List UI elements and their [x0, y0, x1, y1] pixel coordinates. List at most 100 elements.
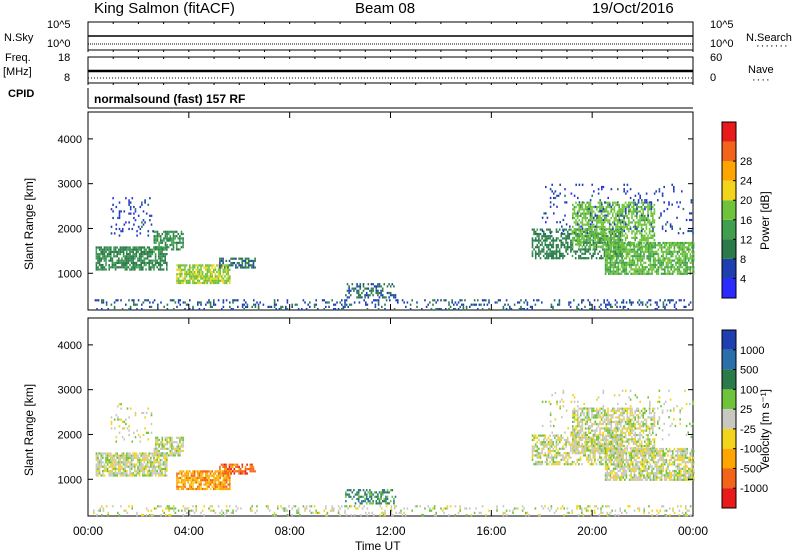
heatmap-cell — [584, 203, 587, 206]
heatmap-cell — [604, 239, 606, 242]
heatmap-cell — [151, 454, 154, 457]
heatmap-cell — [552, 463, 555, 466]
heatmap-cell — [219, 465, 221, 468]
heatmap-cell — [129, 465, 131, 468]
heatmap-cell — [158, 241, 160, 244]
heatmap-cell — [145, 411, 148, 415]
heatmap-cell — [454, 514, 457, 517]
heatmap-cell — [164, 456, 166, 459]
heatmap-cell — [544, 252, 547, 255]
heatmap-cell — [549, 438, 551, 442]
heatmap-cell — [454, 301, 457, 304]
heatmap-cell — [633, 259, 636, 262]
heatmap-cell — [689, 255, 692, 258]
heatmap-cell — [465, 308, 468, 311]
heatmap-cell — [582, 243, 585, 247]
heatmap-cell — [171, 507, 173, 510]
heatmap-cell — [142, 459, 144, 462]
heatmap-cell — [565, 201, 568, 204]
heatmap-cell — [378, 296, 381, 299]
heatmap-cell — [680, 252, 682, 256]
heatmap-cell — [129, 212, 132, 215]
heatmap-cell — [614, 514, 617, 517]
heatmap-cell — [546, 237, 548, 240]
heatmap-cell — [221, 485, 223, 488]
heatmap-cell — [639, 210, 641, 213]
heatmap-cell — [179, 237, 181, 240]
heatmap-cell — [605, 305, 607, 308]
heatmap-cell — [632, 206, 635, 209]
heatmap-cell — [662, 246, 664, 249]
heatmap-cell — [200, 277, 202, 280]
heatmap-cell — [670, 272, 672, 275]
heatmap-cell — [560, 241, 563, 244]
heatmap-cell — [359, 285, 362, 288]
heatmap-cell — [111, 463, 114, 466]
heatmap-cell — [597, 234, 600, 237]
heatmap-cell — [375, 491, 378, 494]
heatmap-cell — [162, 261, 165, 264]
heatmap-cell — [95, 248, 98, 251]
heatmap-cell — [110, 250, 112, 253]
heatmap-cell — [221, 277, 223, 280]
heatmap-cell — [97, 259, 99, 262]
heatmap-cell — [597, 221, 600, 224]
heatmap-cell — [113, 308, 116, 311]
heatmap-cell — [131, 299, 133, 302]
heatmap-cell — [572, 203, 574, 206]
heatmap-cell — [554, 239, 556, 242]
heatmap-cell — [640, 206, 643, 209]
heatmap-cell — [95, 456, 98, 459]
heatmap-cell — [636, 268, 639, 271]
heatmap-cell — [633, 268, 636, 271]
heatmap-cell — [134, 411, 137, 415]
heatmap-cell — [156, 461, 158, 464]
heatmap-cell — [365, 287, 368, 290]
heatmap-cell — [150, 214, 153, 217]
heatmap-cell — [201, 470, 204, 473]
heatmap-cell — [203, 308, 205, 311]
heatmap-cell — [612, 241, 615, 245]
heatmap-cell — [538, 235, 540, 238]
heatmap-cell — [625, 246, 628, 249]
heatmap-cell — [582, 454, 585, 457]
heatmap-cell — [640, 246, 642, 249]
heatmap-cell — [672, 259, 674, 262]
heatmap-cell — [547, 254, 550, 258]
heatmap-cell — [179, 281, 181, 285]
heatmap-cell — [114, 459, 117, 462]
heatmap-cell — [594, 236, 596, 239]
heatmap-cell — [566, 463, 569, 466]
heatmap-cell — [150, 514, 153, 517]
heatmap-cell — [680, 241, 682, 245]
heatmap-cell — [584, 228, 587, 231]
heatmap-cell — [187, 481, 189, 484]
heatmap-cell — [254, 257, 256, 260]
heatmap-cell — [211, 481, 213, 484]
heatmap-cell — [182, 241, 184, 244]
heatmap-cell — [256, 509, 258, 512]
heatmap-cell — [638, 241, 640, 245]
heatmap-cell — [464, 507, 466, 510]
heatmap-cell — [179, 270, 181, 274]
heatmap-cell — [600, 507, 602, 510]
heatmap-cell — [385, 296, 387, 299]
heatmap-cell — [146, 472, 149, 475]
heatmap-cell — [151, 248, 154, 251]
heatmap-cell — [357, 285, 360, 288]
heatmap-cell — [134, 248, 136, 251]
heatmap-cell — [636, 245, 638, 248]
heatmap-cell — [629, 208, 632, 211]
heatmap-cell — [648, 268, 650, 271]
heatmap-cell — [586, 235, 588, 238]
heatmap-cell — [629, 221, 632, 224]
heatmap-cell — [132, 472, 134, 475]
heatmap-cell — [154, 257, 157, 260]
heatmap-cell — [671, 227, 673, 230]
heatmap-cell — [606, 250, 608, 253]
heatmap-cell — [683, 250, 685, 253]
heatmap-cell — [214, 479, 217, 482]
heatmap-cell — [614, 509, 617, 512]
heatmap-cell — [648, 299, 650, 302]
heatmap-cell — [658, 216, 661, 219]
